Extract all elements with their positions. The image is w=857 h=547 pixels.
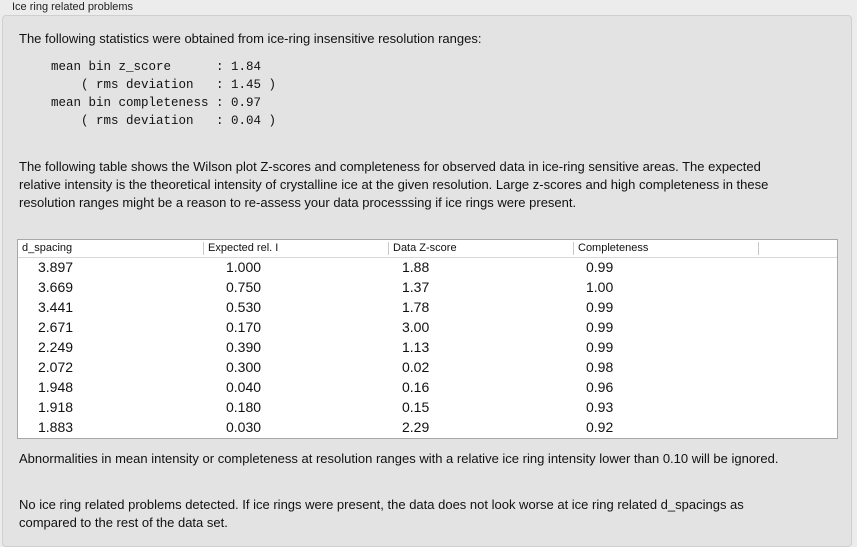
stat-line: ( rms deviation : 0.04 ) xyxy=(51,114,277,128)
stats-block: mean bin z_score : 1.84 ( rms deviation … xyxy=(51,58,276,130)
column-header-completeness[interactable]: Completeness xyxy=(574,242,759,255)
table-cell: 0.030 xyxy=(226,419,262,435)
table-cell: 3.897 xyxy=(38,259,74,275)
table-cell: 0.99 xyxy=(586,259,614,275)
table-cell: 0.02 xyxy=(402,359,430,375)
ice-ring-panel: The following statistics were obtained f… xyxy=(2,15,852,547)
group-title: Ice ring related problems xyxy=(12,1,134,13)
table-cell: 0.93 xyxy=(586,399,614,415)
table-cell: 0.98 xyxy=(586,359,614,375)
intro-text: The following statistics were obtained f… xyxy=(19,31,482,46)
column-header-expected-rel-i[interactable]: Expected rel. I xyxy=(204,242,389,255)
ice-ring-table[interactable]: d_spacing Expected rel. I Data Z-score C… xyxy=(17,239,838,439)
table-cell: 2.671 xyxy=(38,319,74,335)
table-intro-text: The following table shows the Wilson plo… xyxy=(19,159,769,210)
table-row[interactable]: 2.072 0.300 0.02 0.98 xyxy=(18,358,837,378)
table-cell: 0.390 xyxy=(226,339,262,355)
table-row[interactable]: 2.671 0.170 3.00 0.99 xyxy=(18,318,837,338)
table-cell: 1.37 xyxy=(402,279,430,295)
table-cell: 1.883 xyxy=(38,419,74,435)
table-cell: 1.00 xyxy=(586,279,614,295)
table-cell: 0.16 xyxy=(402,379,430,395)
table-row[interactable]: 3.897 1.000 1.88 0.99 xyxy=(18,258,837,278)
table-row[interactable]: 3.669 0.750 1.37 1.00 xyxy=(18,278,837,298)
table-cell: 0.99 xyxy=(586,319,614,335)
table-cell: 0.99 xyxy=(586,339,614,355)
table-cell: 3.669 xyxy=(38,279,74,295)
table-cell: 1.13 xyxy=(402,339,430,355)
table-cell: 0.15 xyxy=(402,399,430,415)
table-cell: 0.99 xyxy=(586,299,614,315)
table-cell: 1.918 xyxy=(38,399,74,415)
stat-line: mean bin z_score : 1.84 xyxy=(51,60,262,74)
stat-line: mean bin completeness : 0.97 xyxy=(51,96,262,110)
column-header-d-spacing[interactable]: d_spacing xyxy=(18,242,204,255)
note-text: Abnormalities in mean intensity or compl… xyxy=(19,451,779,466)
table-cell: 2.072 xyxy=(38,359,74,375)
table-row[interactable]: 1.918 0.180 0.15 0.93 xyxy=(18,398,837,418)
table-cell: 2.29 xyxy=(402,419,430,435)
table-cell: 0.180 xyxy=(226,399,262,415)
table-header: d_spacing Expected rel. I Data Z-score C… xyxy=(18,240,837,258)
table-row[interactable]: 1.883 0.030 2.29 0.92 xyxy=(18,418,837,438)
table-cell: 1.88 xyxy=(402,259,430,275)
table-cell: 1.000 xyxy=(226,259,262,275)
table-cell: 3.00 xyxy=(402,319,430,335)
table-cell: 0.92 xyxy=(586,419,614,435)
table-cell: 0.530 xyxy=(226,299,262,315)
table-row[interactable]: 3.441 0.530 1.78 0.99 xyxy=(18,298,837,318)
table-cell: 0.300 xyxy=(226,359,262,375)
table-body: 3.897 1.000 1.88 0.99 3.669 0.750 1.37 1.00 3.44… xyxy=(18,258,837,438)
table-cell: 3.441 xyxy=(38,299,74,315)
stat-line: ( rms deviation : 1.45 ) xyxy=(51,78,277,92)
table-cell: 1.78 xyxy=(402,299,430,315)
table-row[interactable]: 1.948 0.040 0.16 0.96 xyxy=(18,378,837,398)
table-cell: 0.040 xyxy=(226,379,262,395)
table-cell: 1.948 xyxy=(38,379,74,395)
table-cell: 2.249 xyxy=(38,339,74,355)
table-cell: 0.96 xyxy=(586,379,614,395)
column-header-data-z-score[interactable]: Data Z-score xyxy=(389,242,574,255)
table-row[interactable]: 2.249 0.390 1.13 0.99 xyxy=(18,338,837,358)
table-cell: 0.750 xyxy=(226,279,262,295)
conclusion-text: No ice ring related problems detected. I… xyxy=(19,497,744,530)
table-cell: 0.170 xyxy=(226,319,262,335)
